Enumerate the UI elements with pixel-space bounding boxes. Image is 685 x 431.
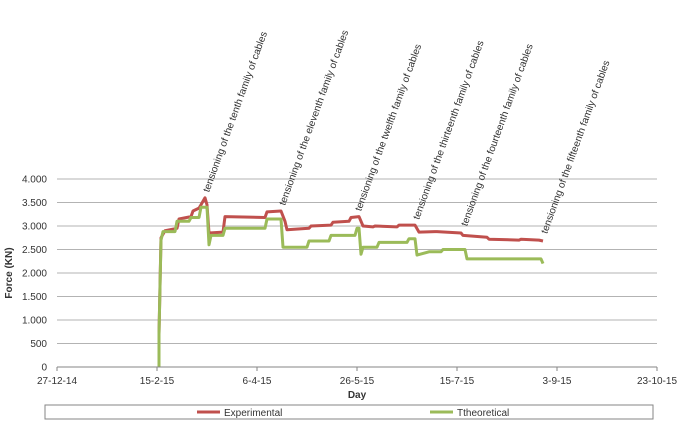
x-tick-label: 23-10-15	[637, 376, 677, 387]
y-tick-label: 4.000	[22, 175, 47, 186]
series-lines	[157, 196, 545, 367]
x-tick-label: 6-4-15	[243, 376, 272, 387]
y-tick-label: 1.500	[22, 292, 47, 303]
x-tick-label: 15-2-15	[140, 376, 175, 387]
y-tick-label: 0	[41, 363, 47, 374]
x-tick-labels: 27-12-14 15-2-15 6-4-15 26-5-15 15-7-15 3-9-1…	[37, 367, 677, 387]
y-tick-label: 3.500	[22, 198, 47, 209]
y-tick-label: 500	[30, 339, 47, 350]
y-tick-label: 3.000	[22, 222, 47, 233]
x-tick-label: 15-7-15	[440, 376, 475, 387]
legend: Experimental Ttheoretical	[44, 404, 654, 420]
gridlines	[57, 178, 657, 344]
annotation-label: tensioning of the eleventh family of cab…	[277, 29, 351, 207]
annotation-label: tensioning of the twelfth family of cabl…	[353, 43, 424, 213]
x-tick-label: 3-9-15	[543, 376, 572, 387]
x-tick-label: 27-12-14	[37, 376, 77, 387]
x-axis-title: Day	[348, 390, 367, 401]
y-tick-label: 2.500	[22, 245, 47, 256]
y-tick-labels: 0 500 1.000 1.500 2.000 2.500 3.000 3.500 4.000	[22, 175, 47, 374]
y-tick-label: 1.000	[22, 316, 47, 327]
legend-label-theoretical: Ttheoretical	[457, 408, 509, 419]
legend-label-experimental: Experimental	[224, 408, 282, 419]
annotation-label: tensioning of the tenth family of cables	[201, 30, 270, 194]
x-tick-label: 26-5-15	[340, 376, 375, 387]
legend-box	[44, 404, 654, 420]
annotations: tensioning of the tenth family of cables…	[201, 29, 612, 235]
y-tick-label: 2.000	[22, 269, 47, 280]
annotation-label: tensioning of the fifteenth family of ca…	[539, 59, 612, 235]
series-line-experimental	[157, 196, 544, 367]
y-axis-title: Force (KN)	[4, 247, 15, 298]
series-line-theoretical	[157, 205, 545, 367]
